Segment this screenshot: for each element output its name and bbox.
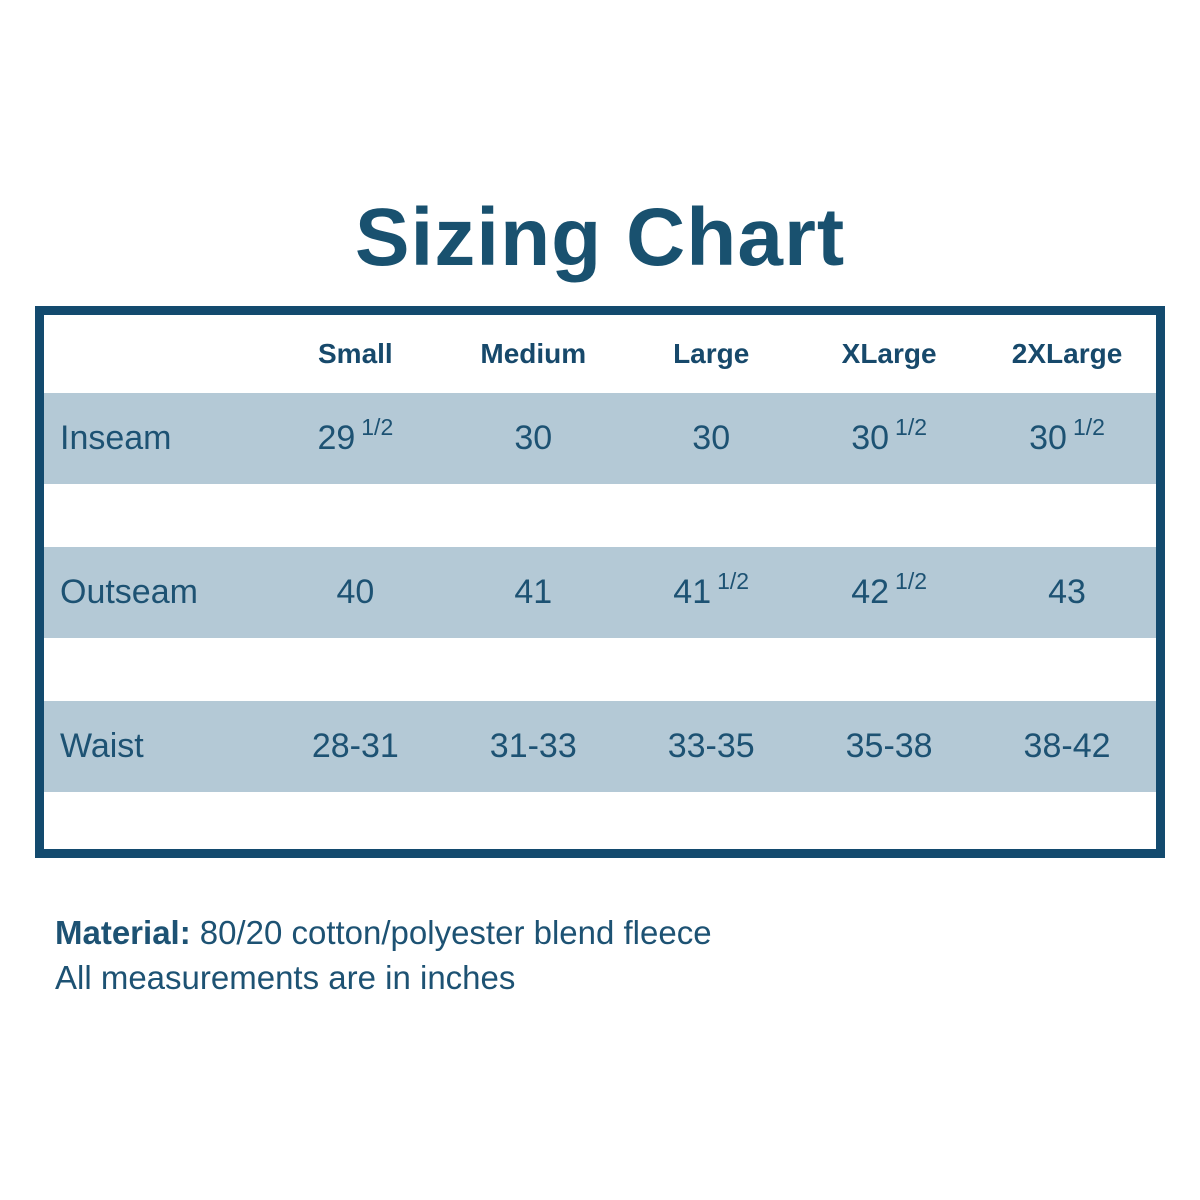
cell-waist-xlarge: 35-38 bbox=[845, 727, 933, 765]
cell-waist-large: 33-35 bbox=[667, 727, 755, 765]
table-row-waist: Waist 28-31 31-33 33-35 35-38 38-42 bbox=[44, 701, 1156, 792]
column-header-2xlarge: 2XLarge bbox=[1011, 338, 1123, 369]
cell-inseam-medium: 30 bbox=[514, 419, 553, 457]
cell-outseam-large: 41 1/2 bbox=[673, 567, 750, 611]
cell-waist-small: 28-31 bbox=[311, 727, 399, 765]
column-header-small: Small bbox=[318, 338, 393, 369]
sizing-table: Small Medium Large XLarge 2XLarge Inseam… bbox=[35, 306, 1165, 858]
spacer-row bbox=[44, 484, 1156, 547]
column-header-medium: Medium bbox=[480, 338, 587, 369]
cell-outseam-xlarge: 42 1/2 bbox=[851, 567, 928, 611]
row-label-outseam: Outseam bbox=[60, 573, 198, 611]
table-row-outseam: Outseam 40 41 41 1/2 42 1/2 43 bbox=[44, 547, 1156, 638]
column-header-large: Large bbox=[673, 338, 750, 369]
spacer-row bbox=[44, 638, 1156, 701]
cell-outseam-2xlarge: 43 bbox=[1048, 573, 1086, 611]
cell-waist-2xlarge: 38-42 bbox=[1023, 727, 1111, 765]
column-header-xlarge: XLarge bbox=[841, 338, 937, 369]
cell-outseam-small: 40 bbox=[336, 573, 375, 611]
measurement-note: All measurements are in inches bbox=[55, 959, 516, 996]
row-label-inseam: Inseam bbox=[60, 419, 172, 457]
table-header-row: Small Medium Large XLarge 2XLarge bbox=[44, 315, 1156, 393]
spacer-row bbox=[44, 792, 1156, 849]
cell-inseam-xlarge: 30 1/2 bbox=[851, 413, 928, 457]
material-label: Material: bbox=[55, 914, 191, 951]
cell-waist-medium: 31-33 bbox=[489, 727, 577, 765]
table-row-inseam: Inseam 29 1/2 30 30 30 1/2 30 1/2 bbox=[44, 393, 1156, 484]
cell-inseam-large: 30 bbox=[692, 419, 731, 457]
row-label-waist: Waist bbox=[60, 727, 144, 765]
cell-inseam-small: 29 1/2 bbox=[317, 413, 394, 457]
cell-outseam-medium: 41 bbox=[514, 573, 553, 611]
page-title: Sizing Chart bbox=[354, 192, 846, 283]
cell-inseam-2xlarge: 30 1/2 bbox=[1029, 413, 1105, 457]
footer-notes: Material: 80/20 cotton/polyester blend fl… bbox=[55, 910, 1200, 1000]
material-value: 80/20 cotton/polyester blend fleece bbox=[199, 914, 712, 951]
material-line: Material: 80/20 cotton/polyester blend fl… bbox=[55, 910, 1200, 955]
